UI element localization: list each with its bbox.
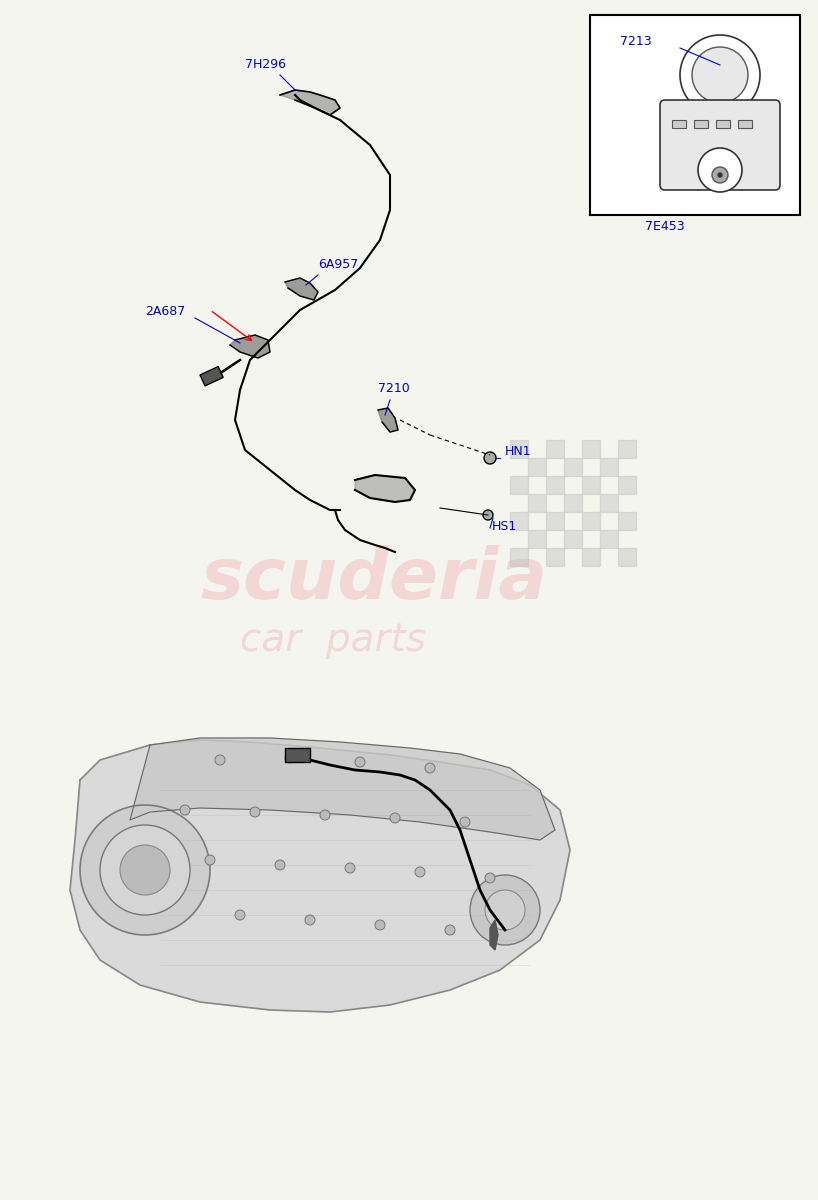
Bar (564, 458, 582, 476)
Circle shape (120, 845, 170, 895)
Polygon shape (70, 740, 570, 1012)
Bar (672, 120, 686, 128)
Bar (528, 494, 546, 512)
Bar (564, 530, 582, 548)
Bar (510, 440, 528, 458)
Circle shape (485, 874, 495, 883)
FancyBboxPatch shape (660, 100, 780, 190)
Circle shape (680, 35, 760, 115)
Circle shape (425, 763, 435, 773)
Bar (590, 14, 800, 215)
Circle shape (305, 914, 315, 925)
Text: 7210: 7210 (378, 382, 410, 395)
Bar (618, 548, 636, 566)
Circle shape (205, 854, 215, 865)
Circle shape (215, 755, 225, 766)
Text: 7213: 7213 (620, 35, 652, 48)
Text: car  parts: car parts (240, 622, 426, 659)
Bar (528, 458, 546, 476)
Circle shape (375, 920, 385, 930)
Polygon shape (230, 335, 270, 358)
Bar (510, 512, 528, 530)
Circle shape (698, 148, 742, 192)
Circle shape (80, 805, 210, 935)
Bar (582, 548, 600, 566)
Bar (510, 476, 528, 494)
Circle shape (285, 754, 295, 763)
Polygon shape (490, 920, 498, 950)
Bar (528, 530, 546, 548)
Polygon shape (378, 408, 398, 432)
Circle shape (100, 826, 190, 914)
Bar (600, 494, 618, 512)
Circle shape (718, 173, 722, 176)
Circle shape (484, 452, 496, 464)
Text: 7E453: 7E453 (645, 220, 685, 233)
Circle shape (415, 866, 425, 877)
Bar (618, 440, 636, 458)
Bar (546, 548, 564, 566)
Bar (510, 548, 528, 566)
Bar (546, 476, 564, 494)
Polygon shape (130, 738, 555, 840)
Polygon shape (285, 278, 318, 300)
Circle shape (235, 910, 245, 920)
Text: HN1: HN1 (505, 445, 532, 458)
Text: HS1: HS1 (492, 520, 517, 533)
Bar (582, 512, 600, 530)
Bar (618, 476, 636, 494)
Bar (200, 366, 223, 386)
Bar (582, 440, 600, 458)
Circle shape (275, 860, 285, 870)
Text: 6A957: 6A957 (318, 258, 358, 271)
Bar (285, 748, 310, 762)
Circle shape (320, 810, 330, 820)
Polygon shape (355, 475, 415, 502)
Bar (738, 120, 752, 128)
Circle shape (345, 863, 355, 874)
Circle shape (470, 875, 540, 946)
Bar (600, 530, 618, 548)
Bar (546, 512, 564, 530)
Circle shape (180, 805, 190, 815)
Bar (618, 512, 636, 530)
Circle shape (483, 510, 493, 520)
Bar (716, 120, 730, 128)
Bar (582, 476, 600, 494)
Circle shape (712, 167, 728, 182)
Circle shape (250, 806, 260, 817)
Text: 2A687: 2A687 (145, 305, 185, 318)
Bar (546, 440, 564, 458)
Circle shape (460, 817, 470, 827)
Text: scuderia: scuderia (200, 546, 547, 614)
Text: 7H296: 7H296 (245, 58, 286, 71)
Bar (694, 120, 708, 128)
Bar (600, 458, 618, 476)
Bar (564, 494, 582, 512)
Circle shape (390, 814, 400, 823)
Polygon shape (280, 90, 340, 115)
Circle shape (485, 890, 525, 930)
Circle shape (355, 757, 365, 767)
Circle shape (692, 47, 748, 103)
Circle shape (445, 925, 455, 935)
